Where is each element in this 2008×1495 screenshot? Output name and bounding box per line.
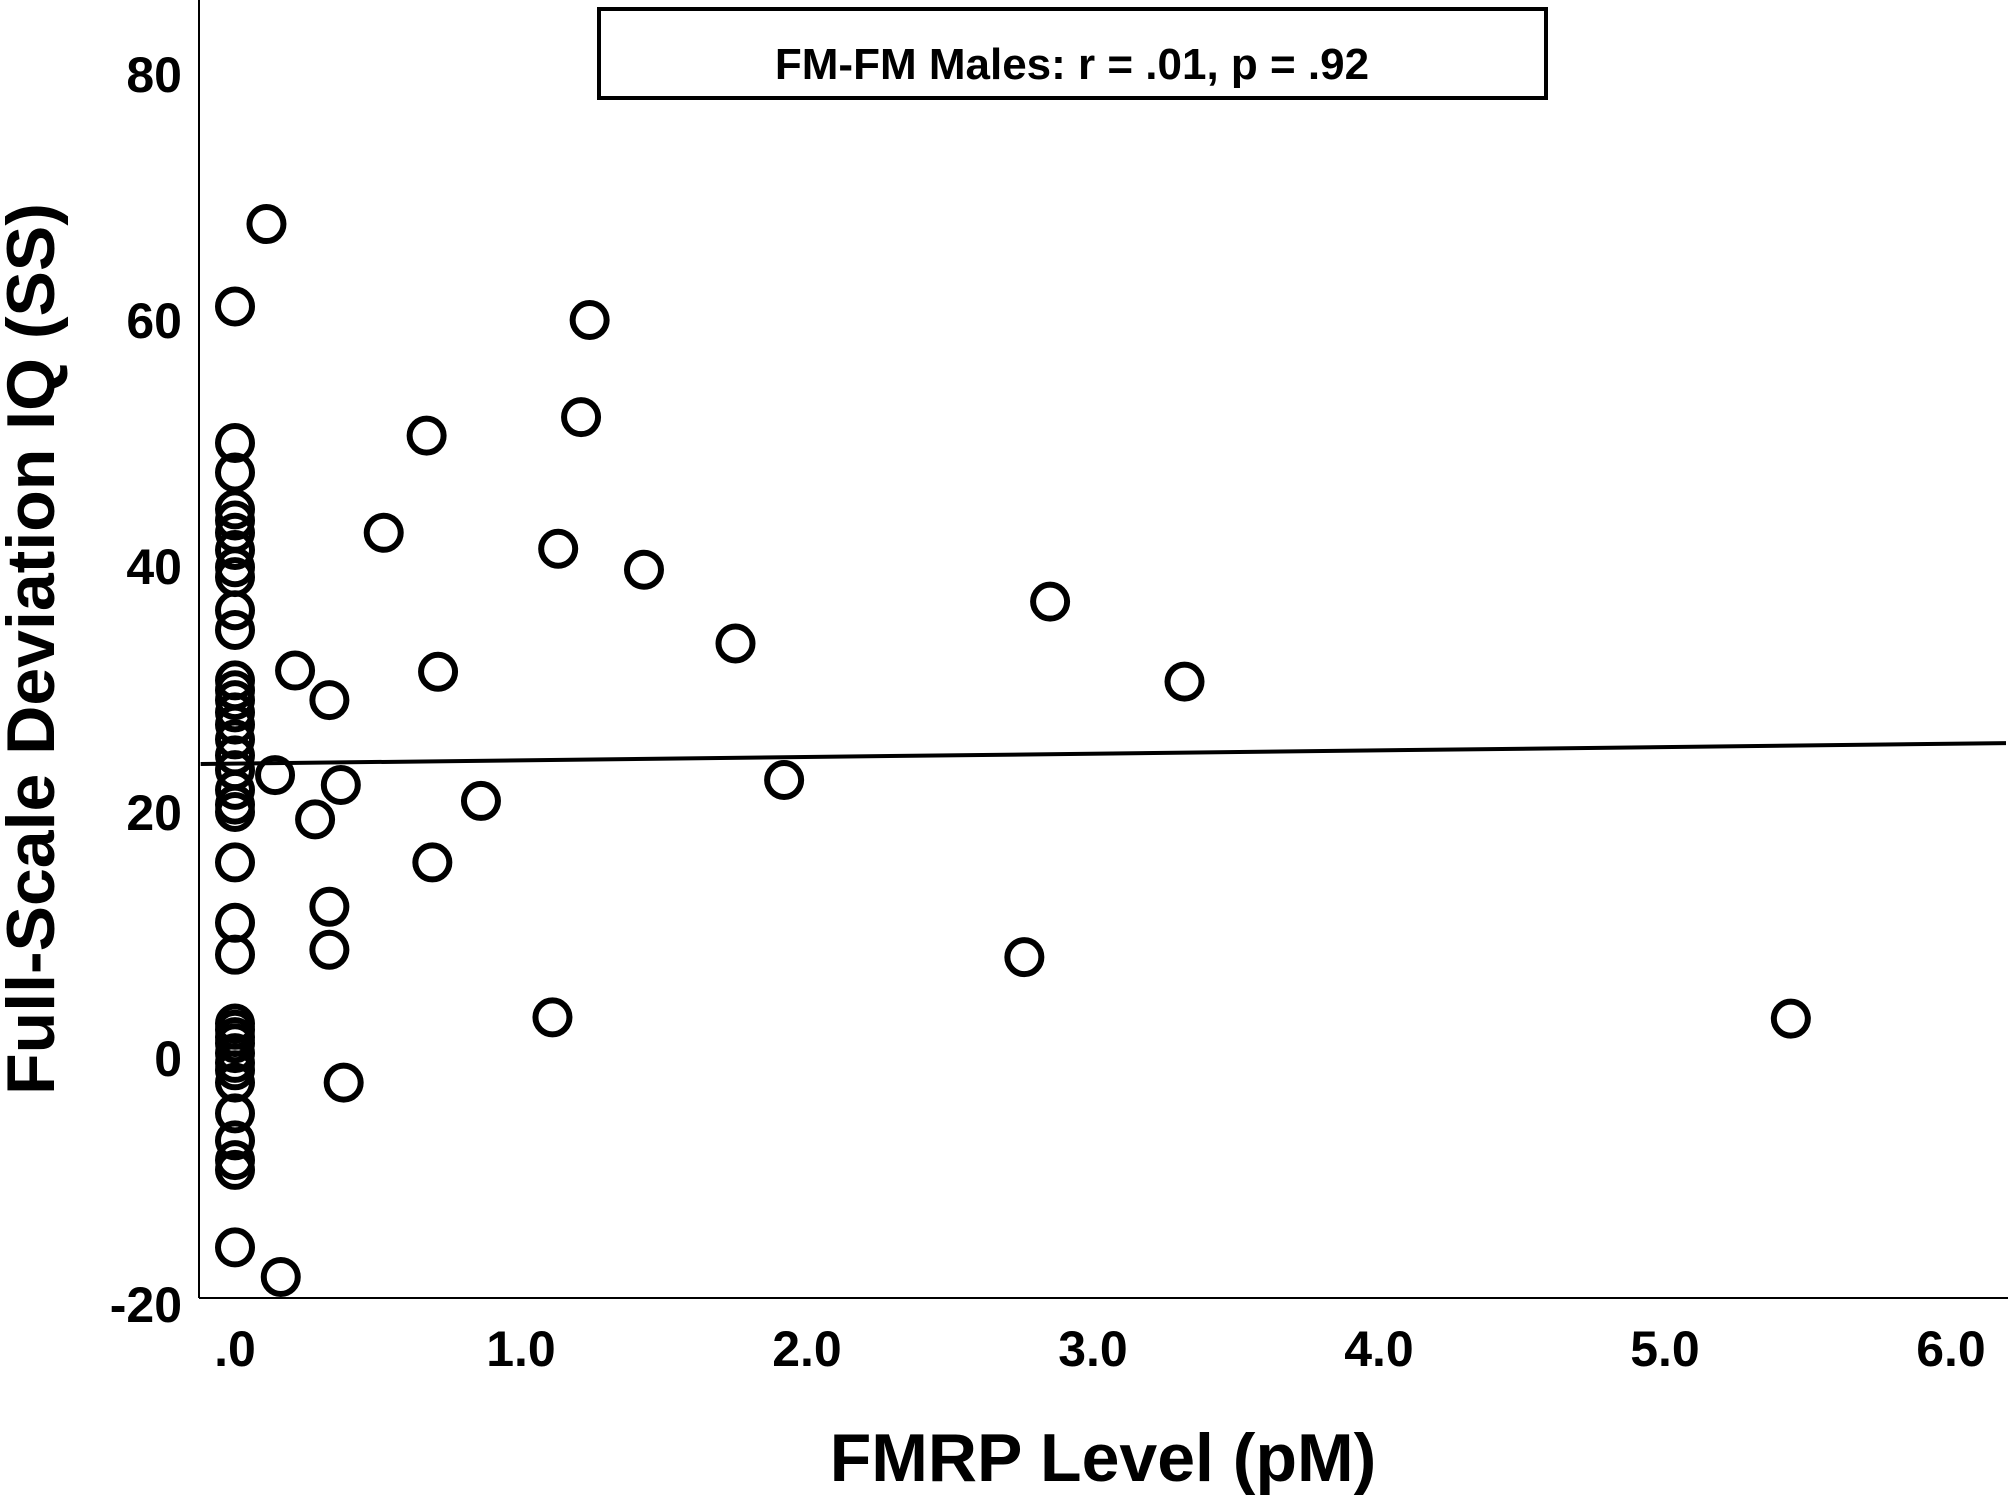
data-point <box>215 704 255 745</box>
data-point <box>320 764 361 805</box>
data-point <box>215 423 255 463</box>
data-point <box>215 1093 255 1134</box>
axes <box>198 0 2008 1299</box>
data-point <box>255 755 296 796</box>
data-point <box>309 886 350 927</box>
x-tick-label: .0 <box>214 1321 256 1377</box>
data-point <box>215 1062 255 1103</box>
y-tick-label: 20 <box>126 785 182 841</box>
data-point <box>215 719 255 760</box>
data-point <box>215 1050 255 1091</box>
data-point <box>309 680 350 721</box>
annotation-box: FM-FM Males: r = .01, p = .92 <box>597 7 1548 100</box>
data-point <box>215 934 255 975</box>
data-point <box>215 680 255 721</box>
regression-line <box>200 741 2007 767</box>
y-axis-title: Full-Scale Deviation IQ (SS) <box>0 203 69 1095</box>
data-point <box>215 692 255 733</box>
data-point <box>1770 998 1811 1039</box>
x-tick-label: 1.0 <box>486 1321 556 1377</box>
x-tick-labels: .0 1.0 2.0 3.0 4.0 5.0 6.0 <box>214 1321 1986 1377</box>
data-point <box>1004 937 1045 978</box>
x-tick-label: 5.0 <box>1630 1321 1700 1377</box>
data-point <box>260 1256 301 1297</box>
data-point <box>323 1062 364 1103</box>
data-point <box>215 1149 255 1190</box>
data-point <box>569 300 610 340</box>
x-tick-label: 4.0 <box>1344 1321 1414 1377</box>
x-tick-label: 6.0 <box>1916 1321 1986 1377</box>
data-point <box>246 204 287 245</box>
data-point <box>764 760 805 801</box>
data-point <box>215 609 255 650</box>
annotation-text: FM-FM Males: r = .01, p = .92 <box>775 40 1369 89</box>
y-tick-label: 40 <box>126 539 182 595</box>
x-tick-label: 3.0 <box>1058 1321 1128 1377</box>
data-point <box>1164 661 1205 702</box>
data-point <box>406 415 447 456</box>
x-tick-label: 2.0 <box>772 1321 842 1377</box>
data-point <box>215 590 255 631</box>
x-axis-title: FMRP Level (pM) <box>830 1420 1377 1495</box>
y-tick-label: 80 <box>126 47 182 103</box>
data-point <box>538 528 579 569</box>
data-point <box>215 769 255 810</box>
data-point <box>215 500 255 541</box>
data-point <box>715 623 756 664</box>
data-point <box>623 549 664 590</box>
data-points <box>215 204 1811 1297</box>
data-point <box>275 650 316 691</box>
data-point <box>412 842 453 883</box>
y-tick-label: 60 <box>126 293 182 349</box>
data-point <box>460 780 501 821</box>
data-point <box>215 842 255 883</box>
y-tick-label: -20 <box>110 1277 182 1333</box>
y-tick-labels: -20 0 20 40 60 80 <box>110 47 182 1333</box>
data-point <box>1030 581 1071 622</box>
data-point <box>532 997 573 1038</box>
data-point <box>215 489 255 530</box>
data-point <box>215 792 255 832</box>
data-point <box>215 286 255 327</box>
y-tick-label: 0 <box>154 1031 182 1087</box>
annotation-frame <box>597 7 1548 100</box>
data-point <box>215 530 255 571</box>
data-point <box>215 1120 255 1161</box>
data-point <box>295 799 336 840</box>
data-point <box>561 397 602 438</box>
data-point <box>363 512 404 553</box>
data-point <box>418 651 459 692</box>
data-point <box>309 929 350 970</box>
data-point <box>215 1227 255 1268</box>
